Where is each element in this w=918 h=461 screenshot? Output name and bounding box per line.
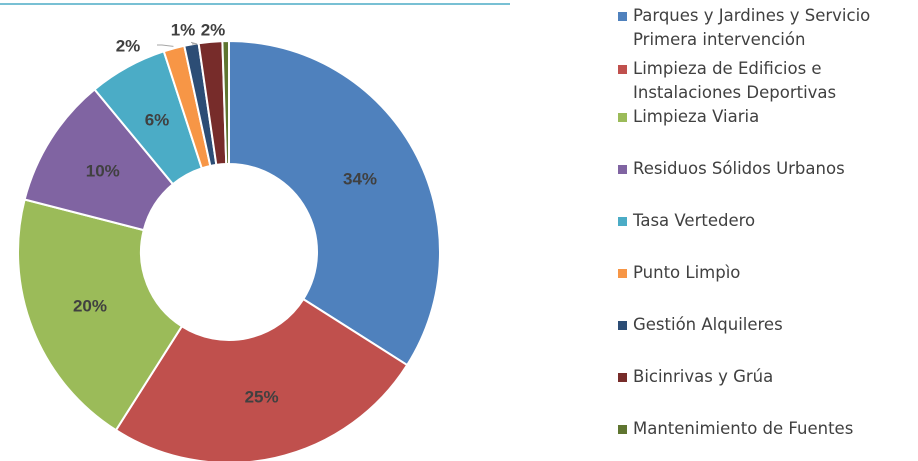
legend-swatch — [618, 12, 627, 21]
legend-label: Gestión Alquileres — [633, 315, 783, 334]
legend-label: Limpieza de Edificios e Instalaciones De… — [633, 59, 837, 102]
legend-item: Tasa Vertedero — [612, 209, 908, 233]
data-label: 10% — [86, 161, 120, 180]
data-label: 34% — [343, 169, 377, 188]
chart: 34% 25% 20% 10% 6% 2% 1% 2% — [0, 3, 510, 461]
donut-slice — [17, 198, 184, 432]
legend-item: Limpieza Viaria — [612, 105, 908, 129]
legend-item: Mantenimiento de Fuentes — [612, 417, 908, 441]
legend-label: Bicinrivas y Grúa — [633, 367, 774, 386]
legend-swatch — [618, 165, 627, 174]
data-label: 1% — [171, 20, 196, 39]
legend-label: Tasa Vertedero — [633, 211, 756, 230]
leader-line — [157, 44, 174, 47]
legend-item: Punto Limpìo — [612, 261, 908, 285]
legend-label: Parques y Jardines y Servicio Primera in… — [633, 6, 871, 49]
legend-swatch — [618, 321, 627, 330]
legend-label: Punto Limpìo — [633, 263, 741, 282]
donut-slice — [114, 297, 409, 461]
legend-item: Bicinrivas y Grúa — [612, 365, 908, 389]
legend-swatch — [618, 65, 627, 74]
legend-item: Parques y Jardines y Servicio Primera in… — [612, 4, 908, 52]
legend-item: Gestión Alquileres — [612, 313, 908, 337]
legend-item: Residuos Sólidos Urbanos — [612, 157, 908, 181]
legend-label: Residuos Sólidos Urbanos — [633, 159, 845, 178]
legend-label: Mantenimiento de Fuentes — [633, 419, 854, 438]
legend-swatch — [618, 269, 627, 278]
legend-item: Limpieza de Edificios e Instalaciones De… — [612, 57, 908, 105]
legend-swatch — [618, 113, 627, 122]
legend-swatch — [618, 373, 627, 382]
data-label: 6% — [145, 110, 170, 129]
data-label: 20% — [73, 297, 107, 316]
data-label: 2% — [116, 36, 141, 55]
donut-slice — [221, 39, 230, 166]
legend-label: Limpieza Viaria — [633, 107, 760, 126]
data-label: 25% — [245, 387, 279, 406]
leader-line — [190, 41, 198, 45]
donut-slice — [228, 39, 441, 367]
data-label: 2% — [201, 20, 226, 39]
legend-swatch — [618, 425, 627, 434]
legend-swatch — [618, 217, 627, 226]
